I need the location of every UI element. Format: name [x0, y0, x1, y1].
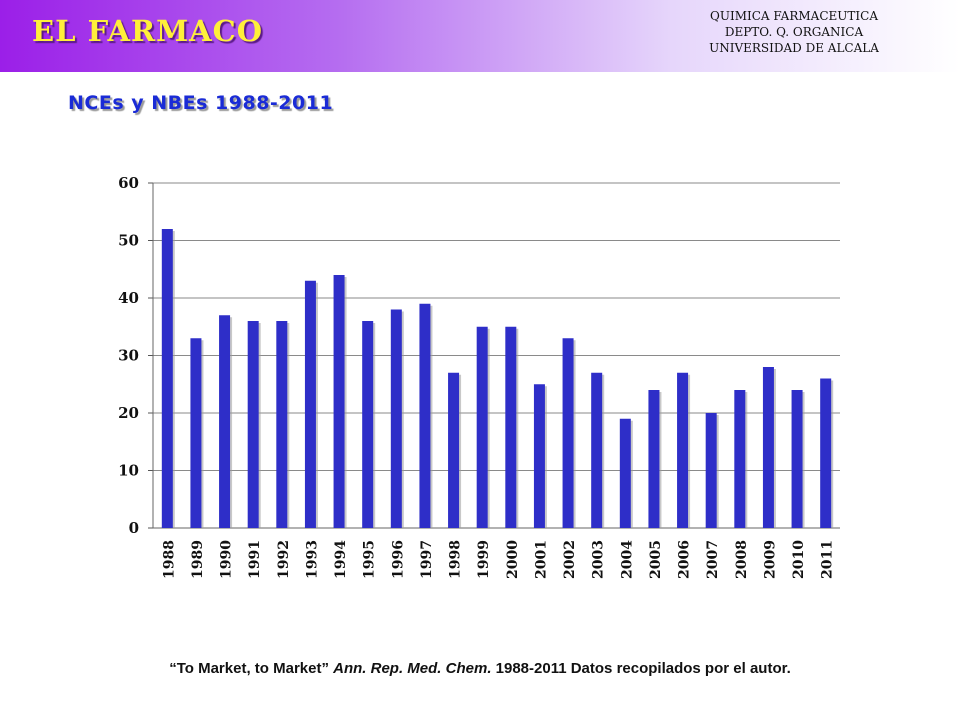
- x-tick-label: 1994: [333, 540, 349, 579]
- y-tick-label: 60: [118, 174, 139, 192]
- brand-title: EL FARMACO: [32, 14, 264, 48]
- bar: [820, 378, 832, 528]
- bar: [705, 413, 717, 528]
- bar: [734, 390, 746, 528]
- x-tick-label: 1991: [247, 540, 263, 579]
- affiliation-line-1: QUIMICA FARMACEUTICA: [710, 9, 878, 23]
- bar: [190, 338, 202, 528]
- citation-title: “To Market, to Market”: [169, 660, 329, 677]
- bar: [419, 303, 431, 528]
- y-tick-label: 0: [129, 519, 139, 537]
- x-tick-label: 1992: [276, 540, 292, 579]
- x-tick-label: 1989: [190, 540, 206, 579]
- x-tick-label: 1988: [161, 540, 177, 579]
- x-tick-label: 1997: [419, 540, 435, 579]
- bar: [476, 326, 488, 528]
- header-band: [0, 0, 960, 72]
- bar: [533, 384, 545, 528]
- x-tick-label: 2008: [734, 540, 750, 579]
- x-tick-label: 1998: [448, 540, 464, 579]
- bar: [562, 338, 574, 528]
- x-tick-label: 2009: [762, 540, 778, 579]
- x-tick-label: 2010: [791, 540, 807, 579]
- bar: [362, 321, 374, 528]
- bar: [333, 275, 345, 528]
- bar: [219, 315, 231, 528]
- affiliation-block: QUIMICA FARMACEUTICA DEPTO. Q. ORGANICA …: [664, 8, 924, 56]
- bar: [619, 418, 631, 528]
- x-tick-label: 1995: [362, 540, 378, 579]
- x-tick-label: 2004: [619, 540, 635, 579]
- bar: [161, 229, 173, 528]
- chart-subtitle: NCEs y NBEs 1988-2011: [68, 92, 334, 114]
- bar: [304, 280, 316, 528]
- x-tick-label: 2011: [820, 540, 836, 579]
- x-tick-label: 2001: [533, 540, 549, 579]
- bar: [591, 372, 603, 528]
- bar: [791, 390, 803, 528]
- x-tick-label: 2000: [505, 540, 521, 579]
- x-tick-label: 2006: [677, 540, 693, 579]
- x-tick-label: 2007: [705, 540, 721, 579]
- x-tick-label: 1999: [476, 540, 492, 579]
- bar: [648, 390, 660, 528]
- x-tick-label: 1993: [304, 540, 320, 579]
- x-tick-label: 2003: [591, 540, 607, 579]
- x-tick-label: 2002: [562, 540, 578, 579]
- bar: [390, 309, 402, 528]
- bar: [505, 326, 517, 528]
- affiliation-line-3: UNIVERSIDAD DE ALCALA: [709, 41, 879, 55]
- y-tick-label: 20: [118, 404, 139, 422]
- affiliation-line-2: DEPTO. Q. ORGANICA: [724, 25, 864, 39]
- y-tick-label: 30: [118, 347, 139, 365]
- citation-journal: Ann. Rep. Med. Chem.: [333, 660, 492, 677]
- x-tick-label: 2005: [648, 540, 664, 579]
- bar: [247, 321, 259, 528]
- y-tick-label: 10: [118, 462, 139, 480]
- citation-rest: 1988-2011 Datos recopilados por el autor…: [495, 660, 791, 677]
- bar: [276, 321, 288, 528]
- bar: [677, 372, 689, 528]
- y-tick-label: 50: [118, 232, 139, 250]
- x-tick-label: 1996: [390, 540, 406, 579]
- x-tick-label: 1990: [219, 540, 235, 579]
- bar: [448, 372, 460, 528]
- y-tick-label: 40: [118, 289, 139, 307]
- citation: “To Market, to Market” Ann. Rep. Med. Ch…: [0, 660, 960, 677]
- bar: [762, 367, 774, 528]
